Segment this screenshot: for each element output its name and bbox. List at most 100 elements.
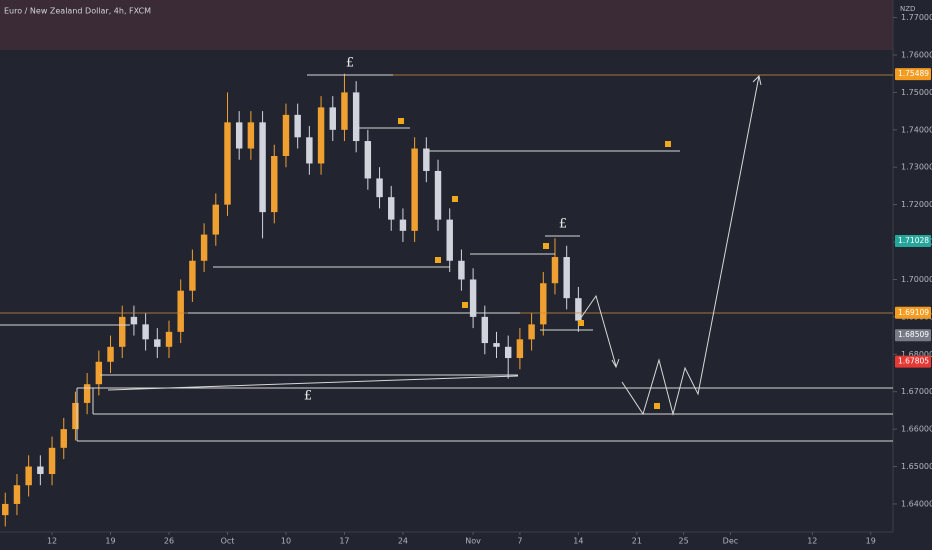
price-tag-label: 1.69109 [898, 308, 929, 317]
candle-body [399, 219, 407, 231]
candle-body [446, 219, 453, 261]
candle-body [364, 141, 372, 179]
lock-icon [543, 243, 549, 249]
x-tick-label: 12 [807, 537, 817, 546]
drawings: £ £ £ [0, 56, 893, 442]
x-tick-label: 17 [339, 537, 349, 546]
candle-body [165, 331, 173, 347]
x-tick-label: 26 [164, 537, 174, 546]
x-tick-label: 10 [281, 537, 291, 546]
y-tick-label: 1.73000 [901, 163, 932, 172]
candle-body [434, 170, 442, 220]
lock-icon [398, 118, 404, 124]
x-tick-label: 24 [398, 537, 408, 546]
x-tick-label: 19 [105, 537, 115, 546]
x-tick-label: 19 [866, 537, 876, 546]
candle-body [540, 283, 547, 325]
y-tick-label: 1.70000 [901, 275, 932, 284]
lock-icon [462, 302, 468, 308]
x-tick-label: 21 [632, 537, 642, 546]
y-tick-label: 1.72000 [901, 200, 932, 209]
candle-body [329, 107, 336, 130]
candle-body [458, 260, 465, 280]
candle-body [551, 257, 559, 284]
candle-body [189, 260, 196, 291]
x-tick-label: Oct [221, 537, 235, 546]
x-tick-label: Dec [723, 537, 738, 546]
x-tick-label: 14 [573, 537, 583, 546]
price-tag [895, 68, 931, 81]
price-tag-label: 1.71028 [898, 236, 929, 245]
x-tick-label: 12 [47, 537, 57, 546]
y-tick-label: 1.64000 [901, 499, 932, 508]
x-tick-label: 7 [517, 537, 522, 546]
candle-body [177, 290, 184, 332]
candle-body [107, 346, 114, 362]
y-tick-label: 1.75000 [901, 88, 932, 97]
candle-body [235, 122, 243, 149]
price-tag [895, 329, 931, 342]
candle-body [563, 257, 570, 299]
candle-body [259, 122, 266, 213]
y-tick-label: 1.67000 [901, 387, 932, 396]
annotation: £ [304, 389, 312, 404]
candle-body [72, 402, 79, 430]
candle-body [341, 92, 348, 130]
price-tag-label: 1.67805 [898, 357, 929, 366]
candle-body [13, 485, 21, 504]
candle-body [493, 343, 500, 347]
candle-body [83, 384, 91, 403]
candle-body [60, 429, 67, 448]
candle-body [481, 316, 489, 344]
candle-body [119, 316, 126, 347]
lock-icon [665, 141, 671, 147]
candle-body [317, 107, 325, 164]
lock-icon [435, 257, 441, 263]
candle-body [37, 466, 44, 475]
chart-title: Euro / New Zealand Dollar, 4h, FXCM [4, 7, 151, 16]
candle-body [2, 503, 9, 516]
arrow-head [752, 75, 762, 86]
x-tick-label: 25 [679, 537, 689, 546]
candle-body [423, 148, 430, 171]
projection-path [621, 75, 760, 416]
arrow-head [611, 358, 620, 369]
y-tick-label: 1.66000 [901, 425, 932, 434]
candle-body [575, 298, 582, 321]
candle-body [154, 339, 161, 347]
candle-body [294, 114, 301, 138]
candle-body [411, 148, 418, 231]
y-tick-label: 1.77000 [901, 13, 932, 22]
candle-body [282, 114, 290, 157]
candle-body [469, 279, 477, 317]
price-tag-label: 1.68509 [898, 330, 929, 339]
candle-body [212, 204, 220, 235]
price-tag-label: 1.75489 [898, 69, 929, 78]
candle-body [95, 361, 103, 385]
candle-body [142, 324, 149, 340]
candle-body [130, 316, 138, 325]
y-tick-label: 1.68000 [901, 350, 932, 359]
y-tick-label: 1.65000 [901, 462, 932, 471]
candle-body [247, 122, 255, 149]
y-tick-label: 1.74000 [901, 125, 932, 134]
lock-icon [578, 320, 584, 326]
y-tick-label: 1.76000 [901, 50, 932, 59]
candle-body [516, 339, 524, 359]
top-band [0, 0, 893, 50]
annotation: £ [346, 56, 354, 71]
candles [2, 73, 582, 527]
candle-body [352, 92, 360, 142]
candle-body [306, 137, 313, 164]
candle-body [504, 346, 512, 359]
candle-body [528, 324, 535, 340]
candle-body [25, 466, 32, 486]
candle-body [376, 178, 383, 198]
candle-body [271, 156, 278, 213]
price-tag [895, 306, 931, 319]
candle-body [224, 122, 231, 205]
lock-icon [654, 403, 660, 409]
price-tag [895, 355, 931, 368]
